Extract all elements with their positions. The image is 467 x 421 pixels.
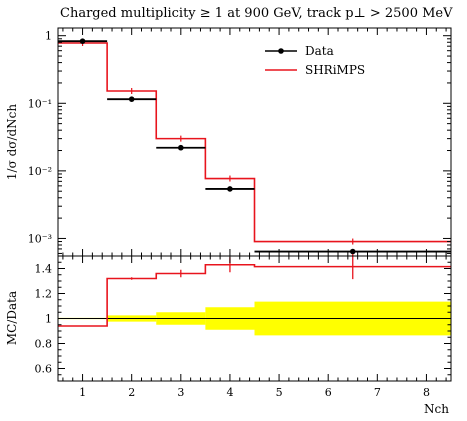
x-tick-label: 1 bbox=[79, 386, 86, 399]
data-point-1 bbox=[79, 38, 86, 44]
main-y-axis-label: 1/σ dσ/dNch bbox=[5, 104, 19, 181]
x-tick-labels: 1 2 3 4 5 6 7 8 bbox=[79, 386, 430, 399]
legend-shrimps-label: SHRiMPS bbox=[305, 63, 365, 77]
ratio-plot-content bbox=[58, 254, 451, 336]
x-tick-label: 2 bbox=[128, 386, 135, 399]
main-y-tick-label: 10⁻³ bbox=[28, 232, 52, 245]
ratio-y-tick-label: 0.6 bbox=[35, 363, 53, 376]
legend-data-marker bbox=[278, 48, 284, 54]
main-ticks bbox=[58, 28, 451, 256]
x-axis-label: Nch bbox=[424, 402, 449, 416]
ratio-y-axis-label: MC/Data bbox=[5, 291, 19, 345]
legend: Data SHRiMPS bbox=[265, 44, 365, 77]
x-tick-label: 3 bbox=[177, 386, 184, 399]
ratio-y-tick-label: 1.4 bbox=[35, 263, 53, 276]
main-panel: 1 10⁻¹ 10⁻² 10⁻³ 1/σ dσ/dNch Data SHRiMPS bbox=[5, 27, 452, 257]
ratio-y-tick-label: 0.8 bbox=[35, 338, 53, 351]
shrimps-histogram bbox=[58, 42, 451, 243]
legend-data-label: Data bbox=[305, 44, 334, 58]
data-point-4 bbox=[227, 186, 233, 192]
ratio-ticks bbox=[58, 256, 451, 381]
main-plot-content bbox=[58, 38, 451, 255]
ratio-y-tick-labels: 0.6 0.8 1 1.2 1.4 bbox=[35, 263, 53, 376]
x-tick-label: 6 bbox=[325, 386, 332, 399]
ratio-panel: 0.6 0.8 1 1.2 1.4 1 2 3 4 5 6 7 8 MC/Data Nch bbox=[5, 254, 452, 416]
x-tick-label: 7 bbox=[374, 386, 381, 399]
data-point-3 bbox=[178, 144, 184, 151]
data-point-2 bbox=[128, 96, 135, 102]
ratio-y-tick-label: 1 bbox=[45, 313, 52, 326]
main-y-tick-label: 10⁻¹ bbox=[28, 97, 52, 110]
chart-title: Charged multiplicity ≥ 1 at 900 GeV, tra… bbox=[60, 6, 453, 21]
main-y-tick-labels: 1 10⁻¹ 10⁻² 10⁻³ bbox=[28, 30, 52, 246]
main-y-tick-label: 1 bbox=[45, 30, 52, 43]
main-y-tick-label: 10⁻² bbox=[28, 165, 52, 178]
data-point-5 bbox=[349, 248, 356, 255]
ratio-y-tick-label: 1.2 bbox=[35, 288, 53, 301]
x-tick-label: 4 bbox=[226, 386, 233, 399]
x-tick-label: 8 bbox=[423, 386, 430, 399]
x-tick-label: 5 bbox=[276, 386, 283, 399]
